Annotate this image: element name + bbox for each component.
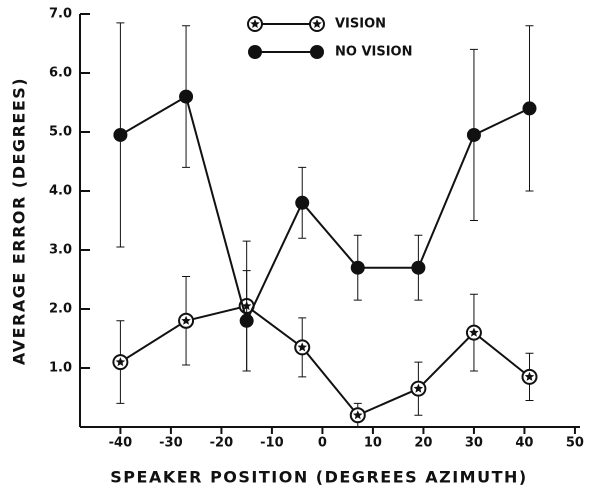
x-axis-label: SPEAKER POSITION (DEGREES AZIMUTH): [110, 468, 527, 487]
x-tick-label: 20: [414, 436, 432, 451]
y-tick-label: 6.0: [49, 66, 72, 81]
point-star: [297, 342, 307, 352]
point: [179, 89, 194, 104]
point-star: [353, 410, 363, 420]
point: [350, 260, 365, 275]
series-line: [119, 95, 530, 324]
x-tick-label: -10: [260, 436, 284, 451]
x-tick-label: 50: [566, 436, 584, 451]
x-tick-label: -20: [210, 436, 234, 451]
y-tick-label: 2.0: [49, 302, 72, 317]
y-tick-label: 4.0: [49, 184, 72, 199]
x-tick-label: 10: [364, 436, 382, 451]
point-star: [181, 315, 191, 325]
y-axis-label: AVERAGE ERROR (DEGREES): [10, 77, 29, 365]
y-tick-label: 1.0: [49, 361, 72, 376]
point-star: [524, 371, 535, 381]
point: [466, 127, 481, 142]
point-star: [469, 327, 479, 337]
x-tick-label: 30: [465, 436, 483, 451]
x-tick-label: -30: [159, 436, 183, 451]
legend-label: NO VISION: [335, 45, 413, 60]
point: [248, 45, 262, 59]
point: [411, 260, 426, 275]
point: [522, 101, 537, 116]
point-star: [115, 357, 126, 367]
point-star: [312, 19, 322, 28]
y-tick-label: 7.0: [49, 7, 72, 22]
point: [239, 313, 254, 328]
point-star: [413, 383, 424, 393]
point: [113, 127, 128, 142]
x-tick-label: 0: [318, 436, 327, 451]
point-star: [250, 19, 260, 28]
x-tick-label: -40: [109, 436, 133, 451]
legend-label: VISION: [335, 17, 386, 32]
y-tick-label: 5.0: [49, 125, 72, 140]
y-tick-label: 3.0: [49, 243, 72, 258]
series-line: [119, 304, 531, 417]
point: [310, 45, 324, 59]
point: [295, 195, 310, 210]
x-tick-label: 40: [515, 436, 533, 451]
